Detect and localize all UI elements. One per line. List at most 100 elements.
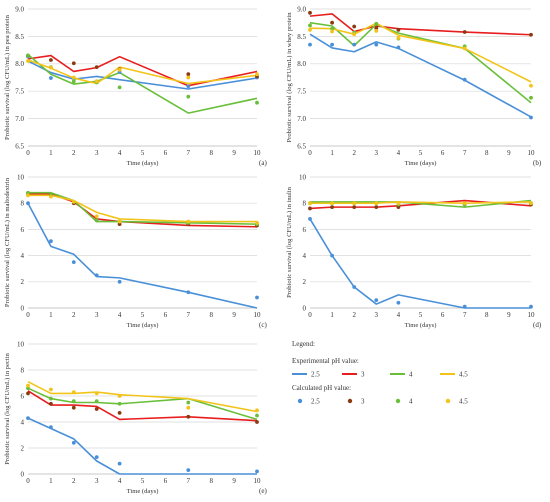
panel-letter: (c) bbox=[259, 321, 267, 329]
x-tick-label: 7 bbox=[187, 477, 191, 485]
data-point-ph-3 bbox=[396, 205, 401, 210]
data-point-ph-2.5 bbox=[396, 45, 401, 50]
y-tick-label: 6 bbox=[303, 226, 307, 234]
x-tick-label: 8 bbox=[209, 311, 213, 319]
legend-experimental-label: 2.5 bbox=[311, 371, 320, 379]
y-tick-label: 8 bbox=[21, 200, 25, 208]
data-point-ph-4.5 bbox=[529, 201, 533, 206]
legend-point-swatch bbox=[297, 398, 303, 404]
x-axis-title: Time (days) bbox=[127, 488, 159, 495]
data-point-ph-4 bbox=[529, 95, 533, 100]
data-point-ph-4.5 bbox=[308, 27, 312, 32]
series-line-ph-2.5 bbox=[309, 218, 531, 309]
data-point-ph-3 bbox=[255, 420, 259, 424]
x-tick-label: 9 bbox=[232, 149, 236, 157]
y-tick-label: 6 bbox=[21, 226, 25, 234]
y-tick-label: 7.5 bbox=[297, 88, 306, 96]
data-point-ph-2.5 bbox=[374, 42, 379, 47]
x-axis-title: Time (days) bbox=[127, 322, 159, 329]
chart-panel-c: 0 2 4 6 8 10 0 1 2 3 4 5 6 7 8 9 10 Time (days) Probiotic … bbox=[4, 173, 267, 329]
data-point-ph-4.5 bbox=[529, 83, 533, 88]
x-tick-label: 5 bbox=[141, 311, 145, 319]
y-tick-label: 10 bbox=[17, 173, 25, 181]
y-tick-label: 10 bbox=[17, 340, 25, 348]
data-point-ph-3 bbox=[529, 32, 533, 37]
legend-experimental-label: 3 bbox=[361, 371, 365, 379]
data-point-ph-2.5 bbox=[26, 416, 30, 420]
y-tick-label: 0 bbox=[21, 470, 25, 478]
data-point-ph-4 bbox=[26, 190, 30, 195]
data-point-ph-3 bbox=[26, 391, 30, 396]
data-point-ph-4.5 bbox=[186, 405, 191, 410]
data-point-ph-3 bbox=[330, 20, 334, 25]
x-tick-label: 8 bbox=[485, 149, 489, 157]
x-tick-label: 5 bbox=[141, 477, 145, 485]
data-point-ph-3 bbox=[374, 205, 379, 210]
panel-letter: (d) bbox=[533, 321, 542, 329]
legend-calculated-label: 2.5 bbox=[311, 398, 320, 406]
y-tick-label: 7.5 bbox=[15, 88, 24, 96]
y-tick-label: 8.0 bbox=[15, 60, 24, 68]
x-tick-label: 4 bbox=[397, 311, 401, 319]
panel-letter: (e) bbox=[259, 487, 267, 495]
x-tick-label: 10 bbox=[254, 311, 262, 319]
data-point-ph-2.5 bbox=[186, 468, 191, 472]
x-tick-label: 4 bbox=[118, 149, 122, 157]
data-point-ph-2.5 bbox=[94, 455, 99, 459]
data-point-ph-2.5 bbox=[462, 304, 467, 309]
data-point-ph-4 bbox=[71, 79, 76, 84]
legend-point-swatch bbox=[347, 398, 353, 404]
x-tick-label: 4 bbox=[397, 149, 401, 157]
x-tick-label: 1 bbox=[49, 311, 53, 319]
data-point-ph-3 bbox=[94, 65, 99, 69]
data-point-ph-3 bbox=[49, 58, 53, 62]
data-point-ph-4.5 bbox=[330, 29, 334, 34]
data-point-ph-4.5 bbox=[352, 201, 357, 206]
data-point-ph-3 bbox=[117, 411, 122, 415]
x-tick-label: 5 bbox=[419, 311, 423, 319]
x-tick-label: 3 bbox=[375, 149, 379, 157]
data-point-ph-2.5 bbox=[396, 300, 401, 305]
data-point-ph-3 bbox=[186, 72, 191, 77]
x-tick-label: 10 bbox=[254, 477, 262, 485]
series-line-ph-3 bbox=[27, 54, 258, 87]
data-point-ph-4 bbox=[94, 399, 99, 404]
x-tick-label: 10 bbox=[254, 149, 262, 157]
data-point-ph-4.5 bbox=[26, 59, 30, 63]
x-tick-label: 0 bbox=[308, 149, 312, 157]
y-tick-label: 0 bbox=[21, 304, 25, 312]
data-point-ph-3 bbox=[462, 30, 467, 34]
legend-point-swatch bbox=[445, 398, 451, 404]
y-tick-label: 10 bbox=[299, 173, 307, 181]
x-axis-title: Time (days) bbox=[405, 322, 437, 329]
y-tick-label: 0 bbox=[303, 304, 307, 312]
x-tick-label: 0 bbox=[26, 311, 30, 319]
y-tick-label: 6.5 bbox=[297, 142, 306, 150]
data-point-ph-4.5 bbox=[186, 75, 191, 80]
data-point-ph-4 bbox=[255, 413, 259, 418]
data-point-ph-2.5 bbox=[352, 285, 357, 289]
x-tick-label: 7 bbox=[187, 149, 191, 157]
data-point-ph-4.5 bbox=[462, 201, 467, 206]
series-line-ph-2.5 bbox=[27, 417, 257, 475]
x-tick-label: 10 bbox=[528, 149, 536, 157]
data-point-ph-4 bbox=[374, 21, 379, 26]
series-line-ph-4 bbox=[309, 21, 532, 104]
data-point-ph-4.5 bbox=[330, 201, 334, 206]
data-point-ph-3 bbox=[374, 26, 379, 31]
chart-panel-a: 6.5 7.0 7.5 8.0 8.5 9.0 0 1 2 3 4 5 6 7 8 9 10 Time (days… bbox=[4, 5, 267, 167]
data-point-ph-4.5 bbox=[255, 220, 259, 225]
data-point-ph-4 bbox=[186, 94, 191, 99]
data-point-ph-2.5 bbox=[255, 469, 259, 474]
data-point-ph-4.5 bbox=[71, 199, 76, 204]
data-point-ph-4.5 bbox=[396, 36, 401, 40]
y-tick-label: 7.0 bbox=[297, 115, 306, 123]
data-point-ph-3 bbox=[117, 222, 122, 227]
chart-panel-d: 0 2 4 6 8 10 0 1 2 3 4 5 6 7 8 9 10 Time (days) Probiotic … bbox=[286, 173, 542, 329]
data-point-ph-4.5 bbox=[255, 72, 259, 77]
x-tick-label: 5 bbox=[419, 149, 423, 157]
series-line-ph-2.5 bbox=[27, 60, 258, 90]
data-point-ph-4 bbox=[26, 53, 30, 58]
y-tick-label: 9.0 bbox=[297, 5, 306, 13]
